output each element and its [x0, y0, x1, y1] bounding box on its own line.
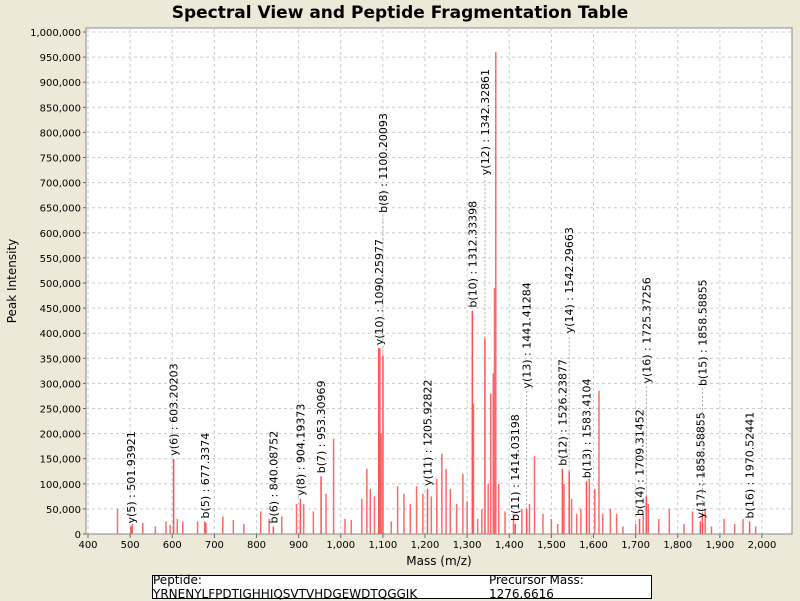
axes: 0 50,000 100,000 150,000 200,000 250,000 300,0… [30, 28, 792, 551]
peak-annotation: b(8) : 1100.20093 [377, 113, 390, 213]
y-tick-label: 550,000 [40, 254, 81, 265]
y-tick-label: 0 [75, 530, 81, 541]
peak-annotation: b(7) : 953.30969 [315, 381, 328, 474]
y-tick-label: 300,000 [40, 379, 81, 390]
peptide-sequence: Peptide: YRNENYLFPDTIGHHIQSVTVHDGEWDTQGG… [153, 573, 418, 601]
annotations: y(5) : 501.93921 y(6) : 603.20203 b(5) : 6… [125, 69, 757, 524]
y-tick-label: 450,000 [40, 304, 81, 315]
chart-title: Spectral View and Peptide Fragmentation … [171, 3, 629, 23]
x-tick-label: 1,300 [453, 540, 482, 551]
y-tick-label: 900,000 [40, 78, 81, 89]
y-tick-label: 100,000 [40, 480, 81, 491]
peptide-info-box: Peptide: YRNENYLFPDTIGHHIQSVTVHDGEWDTQGG… [152, 573, 652, 601]
y-tick-label: 750,000 [40, 154, 81, 165]
plot-area [85, 27, 793, 535]
x-tick-label: 1,400 [495, 540, 524, 551]
peak-annotation: y(16) : 1725.37256 [640, 277, 653, 383]
y-tick-label: 50,000 [46, 505, 81, 516]
peak-annotation: b(16) : 1970.52441 [744, 412, 757, 519]
x-tick-label: 1,700 [621, 540, 650, 551]
x-tick-label: 800 [247, 540, 266, 551]
peak-annotation: y(5) : 501.93921 [125, 431, 138, 523]
x-tick-label: 400 [78, 540, 97, 551]
x-tick-label: 1,600 [579, 540, 608, 551]
y-tick-label: 400,000 [40, 329, 81, 340]
x-tick-label: 500 [121, 540, 140, 551]
x-tick-label: 700 [205, 540, 224, 551]
x-tick-label: 1,800 [663, 540, 692, 551]
peak-annotation: y(17) : 1858.58855 [694, 412, 707, 518]
y-tick-label: 800,000 [40, 128, 81, 139]
peaks [116, 52, 757, 534]
y-tick-label: 500,000 [40, 279, 81, 290]
precursor-mass: Precursor Mass: 1276.6616 [488, 573, 584, 601]
x-tick-label: 2,000 [748, 540, 777, 551]
y-tick-label: 950,000 [40, 53, 81, 64]
peak-annotation: y(13) : 1441.41284 [521, 282, 534, 388]
peak-annotation: y(12) : 1342.32861 [479, 69, 492, 175]
y-tick-label: 200,000 [40, 430, 81, 441]
peak-annotation: y(11) : 1205.92822 [421, 380, 434, 486]
y-tick-label: 1,000,000 [30, 28, 81, 39]
peak-annotation: y(10) : 1090.25977 [373, 239, 386, 345]
y-tick-label: 250,000 [40, 405, 81, 416]
x-axis-label: Mass (m/z) [406, 554, 471, 568]
peak-annotation: b(14) : 1709.31452 [634, 409, 647, 516]
peak-annotation: b(6) : 840.08752 [267, 431, 280, 524]
y-tick-label: 150,000 [40, 455, 81, 466]
y-tick-label: 650,000 [40, 204, 81, 215]
y-tick-label: 850,000 [40, 103, 81, 114]
y-axis-label: Peak Intensity [5, 239, 19, 324]
peak-annotation: y(8) : 904.19373 [294, 404, 307, 496]
x-tick-label: 600 [163, 540, 182, 551]
peak-annotation: b(5) : 677.3374 [199, 433, 212, 519]
peak-annotation: b(10) : 1312.33398 [466, 201, 479, 308]
y-tick-label: 350,000 [40, 354, 81, 365]
x-tick-label: 1,200 [411, 540, 440, 551]
peak-annotation: b(11) : 1414.03198 [509, 414, 522, 521]
y-tick-label: 600,000 [40, 229, 81, 240]
x-tick-label: 1,000 [326, 540, 355, 551]
y-tick-label: 700,000 [40, 179, 81, 190]
peak-annotation: b(13) : 1583.4104 [581, 379, 594, 479]
x-tick-label: 900 [289, 540, 308, 551]
x-tick-label: 1,100 [369, 540, 398, 551]
spectrum-chart: y(5) : 501.93921 y(6) : 603.20203 b(5) : 6… [5, 27, 793, 568]
x-tick-label: 1,500 [537, 540, 566, 551]
peak-annotation: y(6) : 603.20203 [168, 363, 181, 455]
grid [86, 28, 792, 534]
peak-annotation: b(12) : 1526.23877 [556, 359, 569, 466]
peak-annotation: y(14) : 1542.29663 [563, 227, 576, 333]
peak-annotation: b(15) : 1858.58855 [696, 279, 709, 386]
x-tick-label: 1,900 [706, 540, 735, 551]
